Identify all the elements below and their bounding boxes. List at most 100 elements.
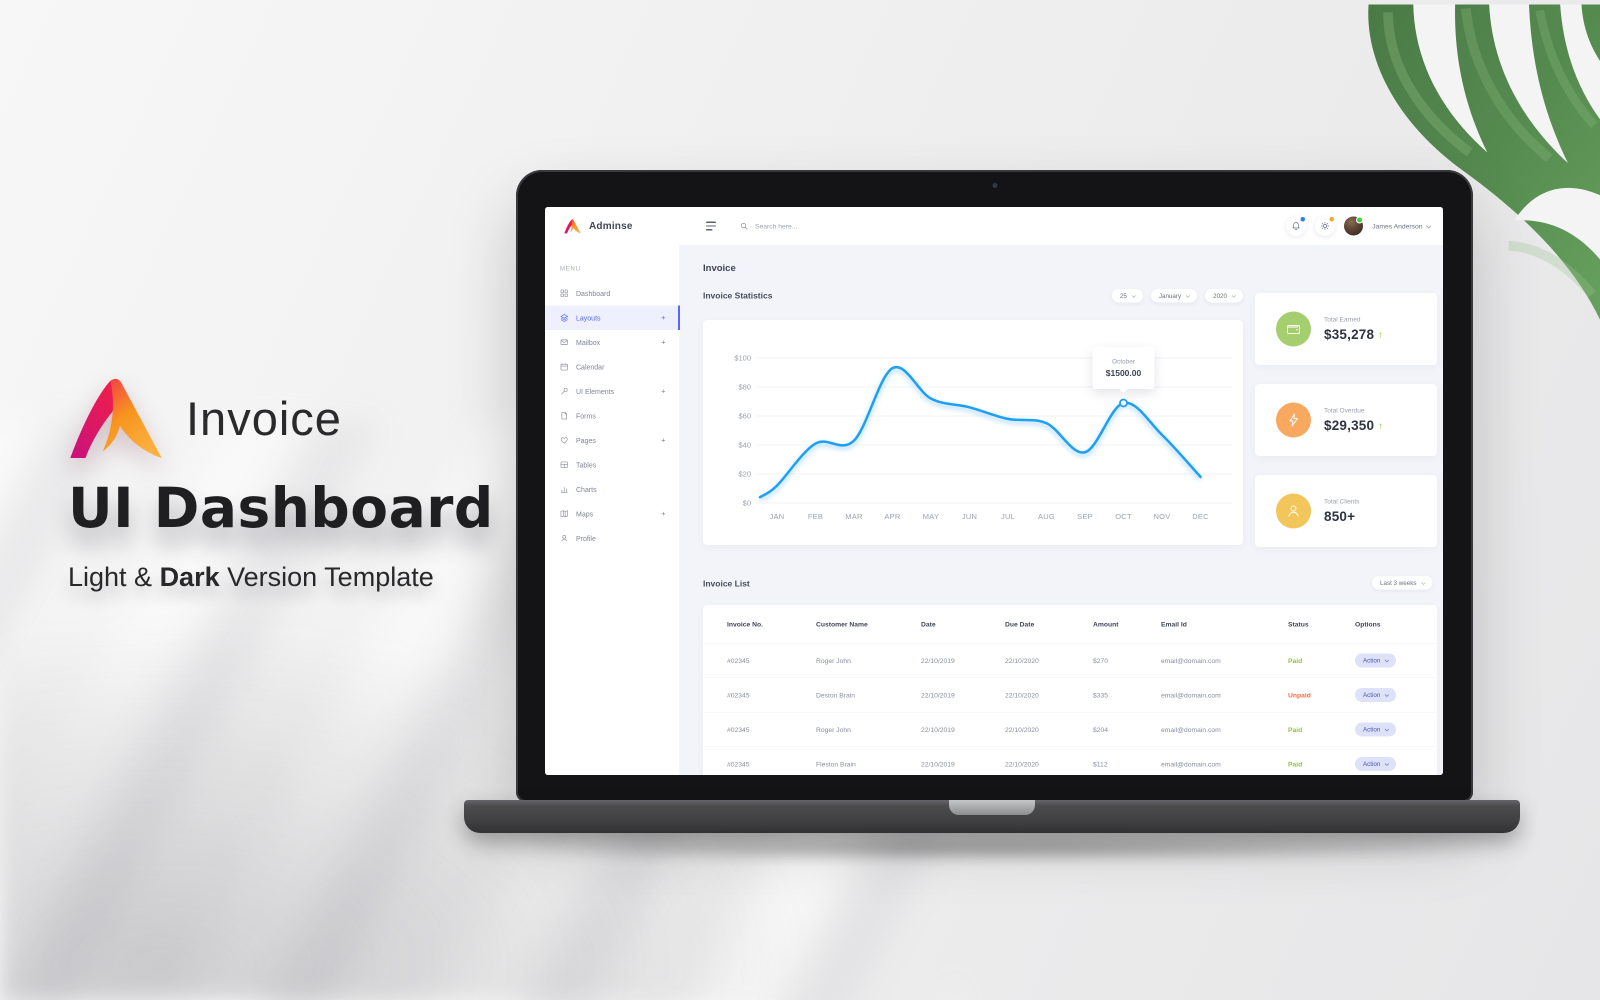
date-cell: 22/10/2019 — [921, 691, 955, 699]
sidebar-item-dashboard[interactable]: Dashboard — [545, 281, 680, 306]
user-avatar[interactable] — [1344, 216, 1364, 236]
chevron-down-icon — [1384, 658, 1389, 663]
status-cell: Paid — [1288, 656, 1303, 665]
expand-plus: + — [661, 436, 666, 445]
bolt-icon — [1276, 402, 1311, 438]
sidebar-item-layouts[interactable]: Layouts + — [545, 305, 680, 330]
chevron-down-icon — [1426, 223, 1432, 229]
range-filter-dropdown[interactable]: Last 3 weeks — [1372, 576, 1433, 590]
app-logo-icon — [564, 219, 581, 234]
sidebar-item-label: Dashboard — [576, 289, 611, 298]
expand-plus: + — [661, 313, 666, 323]
settings-button[interactable] — [1315, 216, 1336, 236]
tooltip-month: October — [1111, 357, 1136, 365]
sidebar-item-label: Profile — [576, 534, 596, 543]
sidebar-item-label: UI Elements — [576, 387, 615, 396]
card-value: $29,350 ↑ — [1324, 418, 1383, 433]
date-cell: 22/10/2019 — [921, 725, 955, 734]
user-menu[interactable]: James Anderson — [1372, 222, 1432, 230]
year-filter-dropdown[interactable]: 2020 — [1205, 289, 1243, 303]
app-topbar: Adminse — [545, 207, 1443, 246]
invoice-no-cell: #02345 — [727, 725, 750, 734]
date-cell: 22/10/2019 — [921, 656, 955, 665]
x-axis-label: APR — [884, 512, 901, 521]
y-axis-label: $40 — [738, 441, 751, 450]
email-cell: email@domain.com — [1161, 725, 1221, 734]
card-value: 850+ — [1324, 509, 1356, 524]
sidebar-item-pages[interactable]: Pages + — [545, 428, 680, 453]
col-email: Email Id — [1161, 620, 1187, 628]
gear-icon — [1321, 221, 1330, 231]
sidebar-item-ui-elements[interactable]: UI Elements + — [545, 379, 680, 404]
trend-up-icon: ↑ — [1378, 420, 1383, 431]
laptop-screen: Adminse — [545, 207, 1443, 775]
x-axis-label: MAR — [845, 512, 863, 521]
map-icon — [560, 510, 568, 518]
amount-cell: $335 — [1093, 691, 1109, 699]
invoice-no-cell: #02345 — [727, 691, 750, 699]
x-axis-label: DEC — [1192, 512, 1209, 521]
laptop-shadow — [486, 836, 1506, 862]
sidebar-item-charts[interactable]: Charts — [545, 477, 680, 502]
sidebar-item-tables[interactable]: Tables — [545, 453, 680, 478]
y-axis-label: $80 — [738, 383, 751, 392]
bell-icon — [1292, 222, 1300, 231]
tooltip-value: $1500.00 — [1105, 368, 1142, 378]
action-button[interactable]: Action — [1355, 653, 1396, 668]
file-icon — [561, 412, 567, 420]
col-status: Status — [1288, 620, 1309, 628]
branding-block: Invoice UI Dashboard Light & Dark Versio… — [68, 378, 498, 593]
customer-cell: Fleston Brain — [816, 760, 856, 768]
sidebar-item-maps[interactable]: Maps + — [545, 502, 680, 527]
brand-title: UI Dashboard — [68, 476, 494, 540]
col-date: Date — [921, 620, 936, 628]
options-cell: Action — [1355, 653, 1437, 668]
sidebar-item-label: Tables — [576, 460, 597, 469]
amount-cell: $112 — [1093, 760, 1108, 768]
monstera-leaf — [1368, 4, 1600, 320]
invoice-no-cell: #02345 — [727, 760, 750, 768]
trend-up-icon: ↑ — [1378, 329, 1383, 340]
due-date-cell: 22/10/2020 — [1005, 760, 1039, 768]
brand-logo-icon — [70, 378, 162, 458]
person-icon — [1276, 493, 1311, 529]
sidebar-item-forms[interactable]: Forms — [545, 404, 680, 429]
expand-plus: + — [661, 387, 666, 396]
data-point-marker[interactable] — [1119, 398, 1128, 408]
status-cell: Paid — [1288, 760, 1303, 768]
y-axis-label: $0 — [743, 499, 751, 508]
customer-cell: Deston Brain — [816, 691, 856, 699]
total-overdue-card: Total Overdue $29,350 ↑ — [1255, 384, 1437, 456]
x-axis-label: JAN — [770, 512, 785, 521]
x-axis-label: AUG — [1038, 512, 1055, 521]
menu-toggle-icon[interactable] — [706, 221, 716, 231]
action-button[interactable]: Action — [1355, 688, 1396, 702]
action-button[interactable]: Action — [1355, 722, 1396, 737]
x-axis-label: MAY — [923, 512, 939, 521]
search-box[interactable] — [740, 221, 866, 231]
x-axis-label: OCT — [1115, 512, 1132, 521]
sidebar-item-calendar[interactable]: Calendar — [545, 355, 680, 380]
status-cell: Paid — [1288, 725, 1303, 734]
customer-cell: Roger John — [816, 725, 851, 734]
sidebar-item-mailbox[interactable]: Mailbox + — [545, 330, 680, 355]
brand-subtitle: Light & Dark Version Template — [68, 562, 434, 592]
app-logo-text: Adminse — [589, 220, 633, 232]
sidebar-item-profile[interactable]: Profile — [545, 526, 680, 551]
card-label: Total Earned — [1324, 315, 1361, 324]
chevron-down-icon — [1185, 293, 1191, 298]
x-axis-label: NOV — [1153, 512, 1170, 521]
total-clients-card: Total Clients 850+ — [1255, 475, 1437, 547]
action-button[interactable]: Action — [1355, 757, 1396, 771]
search-input[interactable] — [754, 221, 866, 231]
user-name-label: James Anderson — [1372, 222, 1423, 230]
rows-filter-dropdown[interactable]: 25 — [1111, 289, 1143, 303]
laptop-base-notch — [949, 800, 1035, 815]
month-filter-dropdown[interactable]: January — [1150, 289, 1198, 303]
app-logo[interactable]: Adminse — [545, 219, 680, 234]
sidebar-item-label: Calendar — [576, 362, 605, 371]
notifications-button[interactable] — [1286, 216, 1307, 236]
settings-badge — [1329, 217, 1335, 222]
x-axis-label: JUN — [962, 512, 977, 521]
